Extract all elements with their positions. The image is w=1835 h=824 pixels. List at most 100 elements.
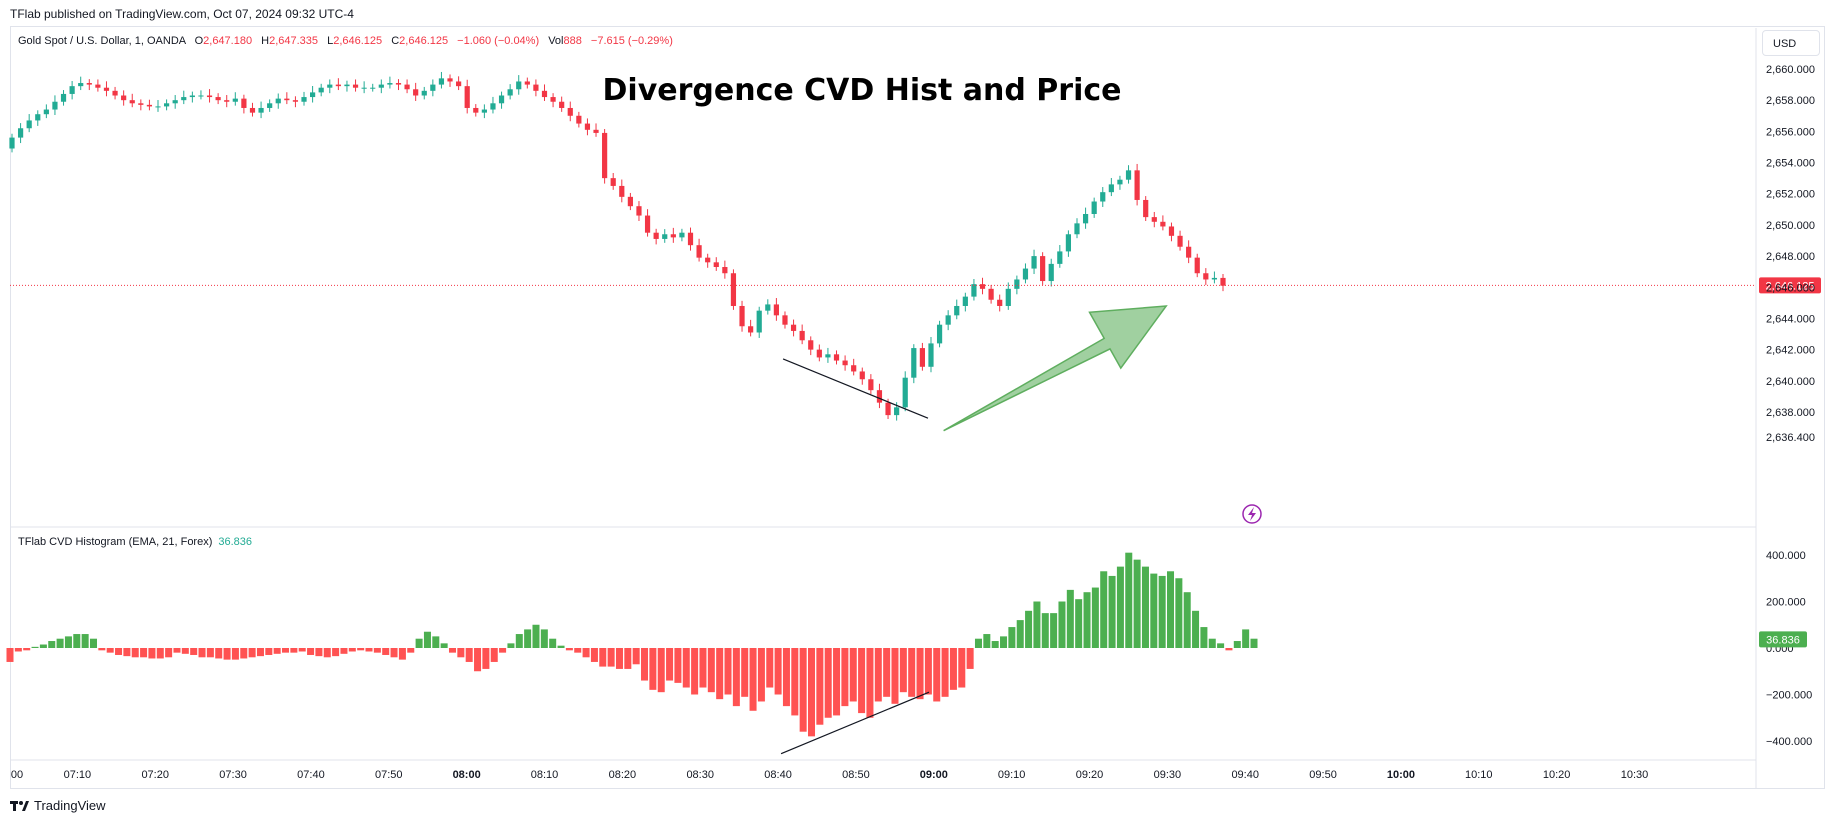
histogram-bar[interactable] [1175, 578, 1183, 648]
candle[interactable] [1134, 163, 1140, 206]
candle[interactable] [851, 358, 857, 376]
candle[interactable] [258, 101, 264, 119]
candle[interactable] [163, 99, 170, 111]
histogram-bar[interactable] [265, 648, 273, 655]
candle[interactable] [1022, 263, 1029, 284]
histogram-bar[interactable] [223, 648, 231, 660]
histogram-bar[interactable] [465, 648, 473, 662]
candle[interactable] [421, 86, 427, 100]
candle[interactable] [1040, 252, 1046, 285]
histogram-bar[interactable] [599, 648, 607, 667]
histogram-bar[interactable] [641, 648, 649, 681]
candle[interactable] [1005, 282, 1011, 310]
candle[interactable] [121, 90, 127, 106]
histogram-bar[interactable] [457, 648, 465, 658]
candle[interactable] [653, 228, 659, 245]
candle[interactable] [112, 86, 118, 100]
candle[interactable] [181, 90, 187, 105]
histogram-bar[interactable] [1233, 641, 1241, 648]
histogram-bar[interactable] [1083, 592, 1091, 648]
histogram-bar[interactable] [390, 648, 398, 658]
histogram-bar[interactable] [1075, 599, 1083, 648]
candle[interactable] [498, 91, 505, 109]
candle[interactable] [636, 201, 642, 222]
histogram-bar[interactable] [1008, 627, 1016, 648]
candle[interactable] [1014, 275, 1020, 295]
candle[interactable] [825, 347, 831, 363]
candle[interactable] [507, 84, 513, 100]
candle[interactable] [318, 83, 324, 97]
histogram-bar[interactable] [590, 648, 598, 662]
histogram-bar[interactable] [140, 648, 148, 658]
candle[interactable] [782, 311, 788, 329]
histogram-bar[interactable] [649, 648, 657, 690]
histogram-bar[interactable] [340, 648, 348, 654]
histogram-bar[interactable] [1000, 636, 1008, 648]
histogram-bar[interactable] [98, 648, 106, 651]
histogram-bar[interactable] [724, 648, 732, 695]
candle[interactable] [361, 81, 367, 94]
histogram-bar[interactable] [490, 648, 498, 662]
histogram-bar[interactable] [1125, 552, 1133, 648]
histogram-bar[interactable] [983, 634, 991, 648]
histogram-bar[interactable] [582, 648, 590, 658]
histogram-bar[interactable] [256, 648, 264, 657]
candle[interactable] [765, 299, 771, 315]
histogram-bar[interactable] [1025, 610, 1033, 648]
histogram-bar[interactable] [248, 648, 256, 658]
histogram-bar[interactable] [190, 648, 198, 655]
histogram-bar[interactable] [56, 638, 64, 648]
candle[interactable] [1203, 268, 1209, 285]
candle[interactable] [567, 101, 573, 122]
candle[interactable] [464, 79, 470, 114]
candle[interactable] [602, 129, 608, 184]
candle[interactable] [1160, 215, 1166, 231]
price-pane[interactable] [9, 71, 1756, 421]
histogram-bar[interactable] [1200, 627, 1208, 648]
histogram-bar[interactable] [507, 643, 515, 648]
candle[interactable] [936, 320, 943, 348]
candle[interactable] [1091, 197, 1097, 218]
candle[interactable] [696, 238, 702, 262]
histogram-bar[interactable] [833, 648, 841, 716]
candle[interactable] [756, 306, 762, 338]
histogram-bar[interactable] [39, 644, 47, 648]
histogram-bar[interactable] [290, 648, 298, 653]
histogram-bar[interactable] [1208, 638, 1216, 648]
histogram-bar[interactable] [891, 648, 899, 704]
candle[interactable] [95, 79, 101, 92]
candle[interactable] [1143, 196, 1149, 222]
histogram-bar[interactable] [991, 641, 999, 648]
histogram-bar[interactable] [958, 648, 966, 688]
candle[interactable] [524, 77, 530, 89]
candle[interactable] [911, 344, 917, 384]
histogram-bar[interactable] [749, 648, 757, 711]
histogram-bar[interactable] [64, 636, 72, 648]
candle[interactable] [584, 118, 591, 136]
candle[interactable] [473, 104, 479, 117]
histogram-bar[interactable] [716, 648, 724, 700]
candle[interactable] [206, 89, 213, 103]
candle[interactable] [327, 79, 333, 94]
candle[interactable] [945, 310, 951, 331]
histogram-bar[interactable] [883, 648, 891, 697]
histogram-bar[interactable] [282, 648, 290, 653]
candle[interactable] [1031, 249, 1037, 275]
candle[interactable] [129, 93, 135, 108]
histogram-bar[interactable] [699, 648, 707, 688]
histogram-bar[interactable] [691, 648, 699, 695]
histogram-bar[interactable] [348, 648, 356, 652]
histogram-bar[interactable] [482, 648, 490, 669]
candle[interactable] [103, 81, 110, 97]
histogram-bar[interactable] [148, 648, 156, 659]
histogram-bar[interactable] [682, 648, 690, 688]
histogram-bar[interactable] [782, 648, 790, 707]
candle[interactable] [550, 93, 556, 108]
candle[interactable] [370, 83, 376, 92]
histogram-bar[interactable] [332, 648, 340, 657]
histogram-bar[interactable] [941, 648, 949, 697]
histogram-bar[interactable] [849, 648, 857, 702]
candle[interactable] [705, 253, 711, 268]
candle[interactable] [60, 90, 67, 106]
candle[interactable] [352, 79, 359, 92]
